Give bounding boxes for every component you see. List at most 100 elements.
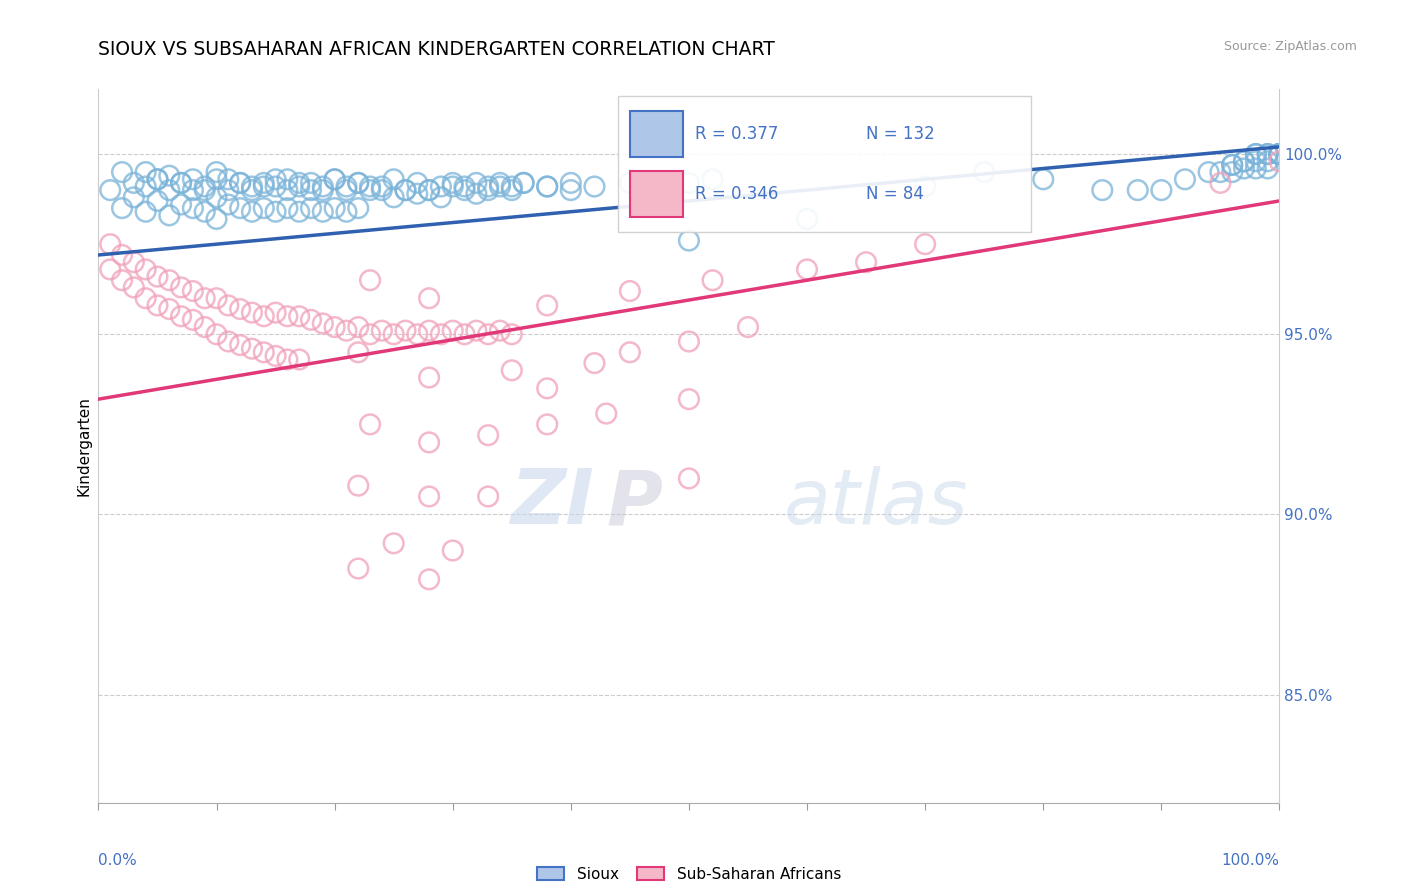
Point bbox=[146, 269, 169, 284]
Point bbox=[359, 327, 381, 342]
Point bbox=[619, 284, 641, 298]
Point bbox=[512, 176, 534, 190]
Point bbox=[441, 543, 464, 558]
Point bbox=[288, 310, 311, 324]
Point bbox=[135, 291, 157, 305]
Text: 100.0%: 100.0% bbox=[1222, 853, 1279, 868]
Point bbox=[453, 179, 475, 194]
Point bbox=[453, 183, 475, 197]
Point bbox=[135, 165, 157, 179]
Point bbox=[347, 176, 370, 190]
Point bbox=[418, 324, 440, 338]
Point bbox=[323, 320, 346, 334]
Point bbox=[430, 179, 453, 194]
Point bbox=[453, 327, 475, 342]
Point bbox=[489, 179, 512, 194]
Point bbox=[560, 176, 582, 190]
Point bbox=[122, 190, 145, 204]
Point bbox=[323, 172, 346, 186]
Point bbox=[157, 208, 180, 222]
Point bbox=[157, 273, 180, 287]
Point bbox=[288, 179, 311, 194]
Text: 0.0%: 0.0% bbox=[98, 853, 138, 868]
Point bbox=[194, 320, 217, 334]
Point bbox=[536, 179, 558, 194]
Point bbox=[406, 186, 429, 201]
Point bbox=[501, 183, 523, 197]
Point bbox=[1209, 165, 1232, 179]
Point bbox=[194, 291, 217, 305]
Point bbox=[312, 317, 335, 331]
Point bbox=[359, 179, 381, 194]
Point bbox=[276, 201, 298, 215]
Point bbox=[312, 179, 335, 194]
Point bbox=[406, 327, 429, 342]
Point bbox=[501, 327, 523, 342]
Point bbox=[394, 324, 416, 338]
Point bbox=[477, 179, 499, 194]
Point bbox=[253, 201, 276, 215]
Point bbox=[347, 201, 370, 215]
Point bbox=[205, 327, 228, 342]
Point bbox=[347, 345, 370, 359]
Point bbox=[1244, 147, 1267, 161]
Point bbox=[1233, 154, 1256, 169]
Point bbox=[347, 561, 370, 575]
Point bbox=[1244, 154, 1267, 169]
Point bbox=[382, 327, 405, 342]
Point bbox=[170, 197, 193, 211]
Point bbox=[737, 320, 759, 334]
Point bbox=[181, 183, 204, 197]
Point bbox=[1233, 161, 1256, 176]
Point bbox=[1244, 161, 1267, 176]
Point bbox=[418, 183, 440, 197]
Point bbox=[170, 310, 193, 324]
Point bbox=[382, 190, 405, 204]
Point bbox=[678, 176, 700, 190]
Point bbox=[299, 176, 322, 190]
Point bbox=[1257, 147, 1279, 161]
Point bbox=[418, 370, 440, 384]
Point bbox=[312, 204, 335, 219]
Point bbox=[205, 172, 228, 186]
Point bbox=[359, 273, 381, 287]
Point bbox=[796, 262, 818, 277]
Point bbox=[477, 183, 499, 197]
Point bbox=[299, 201, 322, 215]
Text: R = 0.377: R = 0.377 bbox=[695, 125, 778, 144]
Point bbox=[264, 349, 287, 363]
Point bbox=[194, 179, 217, 194]
Point bbox=[347, 320, 370, 334]
Point bbox=[359, 417, 381, 432]
Point bbox=[264, 204, 287, 219]
Point bbox=[170, 176, 193, 190]
Point bbox=[465, 176, 488, 190]
Point bbox=[253, 345, 276, 359]
Point bbox=[122, 255, 145, 269]
Point bbox=[181, 172, 204, 186]
Point bbox=[394, 183, 416, 197]
Y-axis label: Kindergarten: Kindergarten bbox=[76, 396, 91, 496]
Point bbox=[678, 334, 700, 349]
Point bbox=[98, 183, 121, 197]
Point bbox=[1091, 183, 1114, 197]
Point bbox=[382, 172, 405, 186]
Point bbox=[229, 338, 252, 352]
Point bbox=[1268, 147, 1291, 161]
Point bbox=[335, 204, 357, 219]
Point bbox=[583, 179, 606, 194]
Point bbox=[536, 417, 558, 432]
Point bbox=[418, 183, 440, 197]
Point bbox=[205, 190, 228, 204]
Point bbox=[217, 334, 239, 349]
Point bbox=[111, 273, 134, 287]
Point bbox=[1257, 161, 1279, 176]
Point bbox=[418, 490, 440, 504]
Point bbox=[146, 194, 169, 208]
Point bbox=[217, 197, 239, 211]
Point bbox=[418, 291, 440, 305]
Point bbox=[264, 172, 287, 186]
Point bbox=[111, 248, 134, 262]
Point bbox=[441, 176, 464, 190]
Point bbox=[1268, 154, 1291, 169]
